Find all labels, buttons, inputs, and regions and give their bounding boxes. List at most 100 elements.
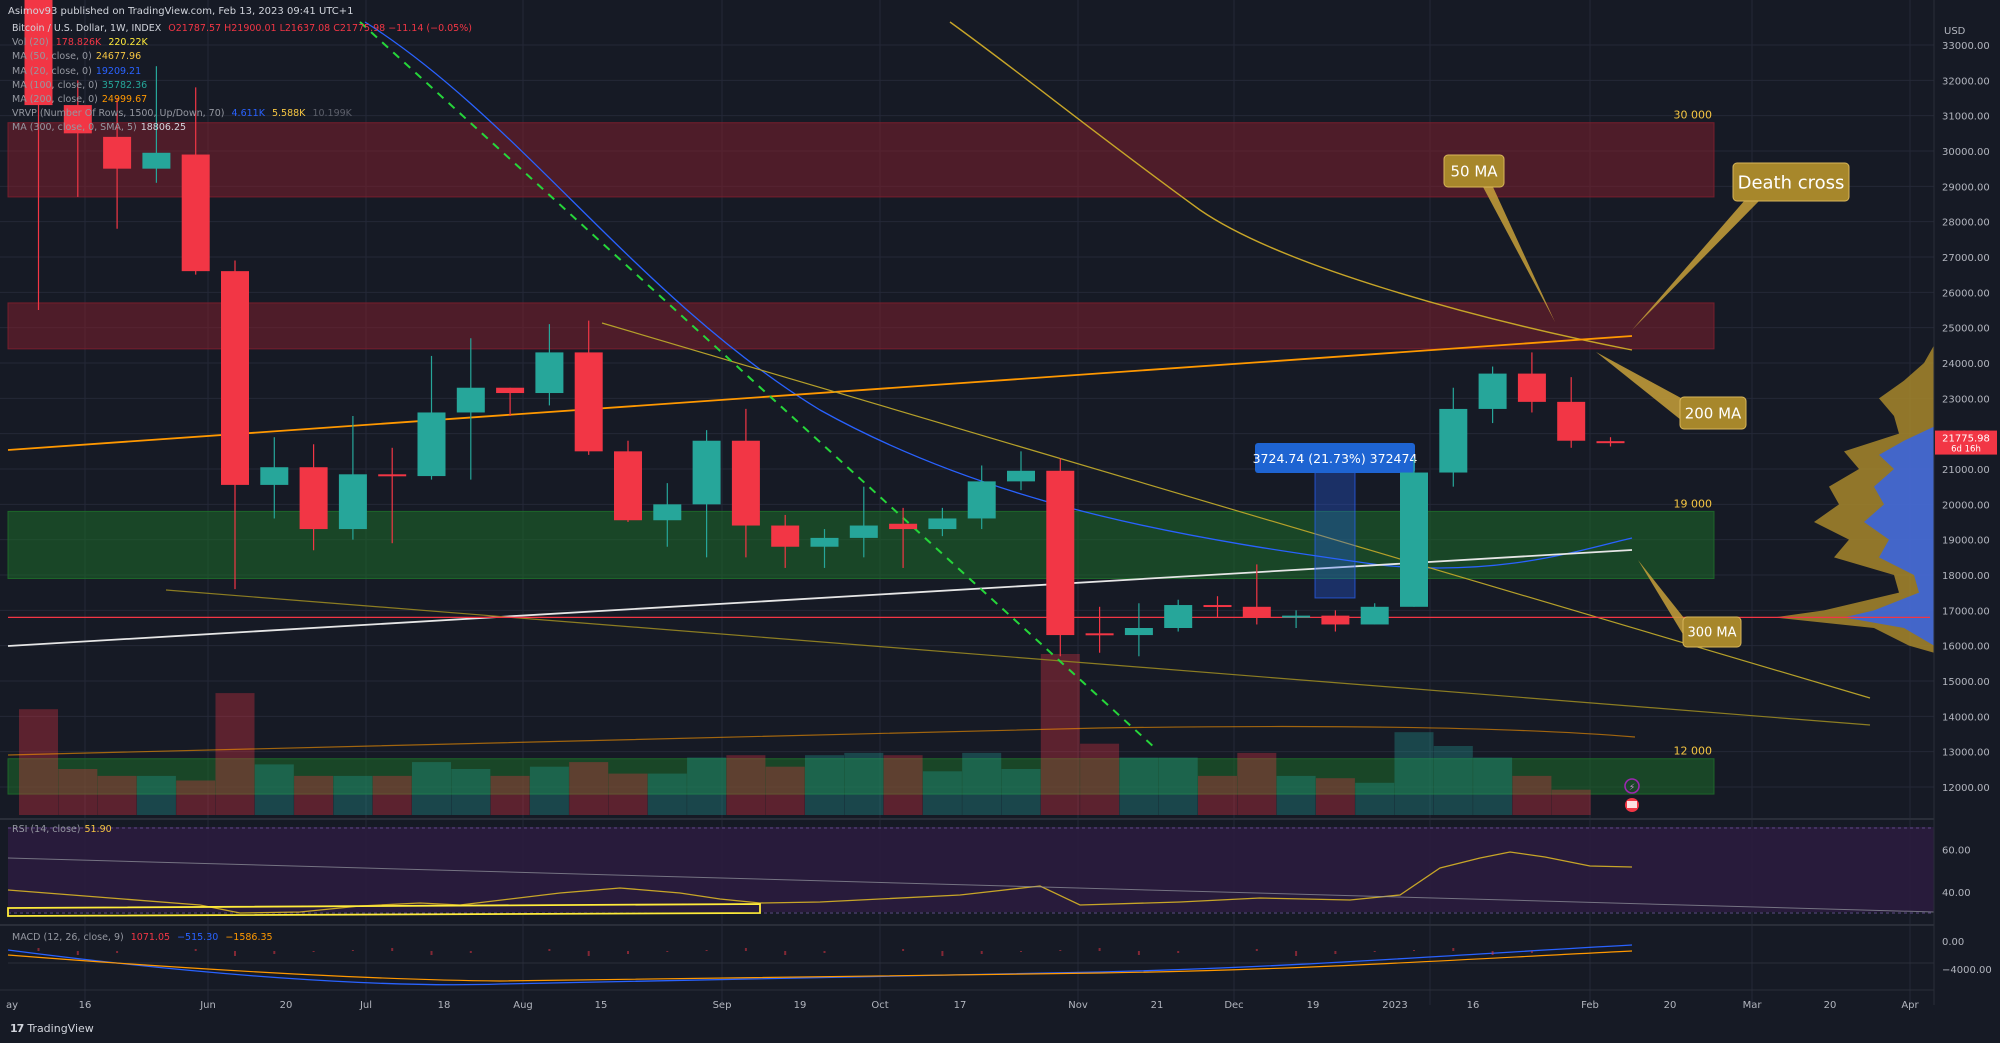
candle-body bbox=[1478, 373, 1507, 409]
flash-icon-glyph: ⚡ bbox=[1629, 783, 1635, 793]
macd-line bbox=[7, 944, 1633, 986]
callout-300ma-box bbox=[1682, 616, 1742, 648]
legend-symbol: Bitcoin / U.S. Dollar, 1W, INDEX O21787.… bbox=[12, 22, 472, 36]
candle-body bbox=[731, 440, 760, 526]
candle-body bbox=[771, 525, 800, 547]
price-tick-label: 14000.00 bbox=[1942, 712, 1990, 723]
price-tick-label: 17000.00 bbox=[1942, 606, 1990, 617]
legend-ma20: MA (20, close, 0) 19209.21 bbox=[12, 65, 142, 77]
volume-profile-up bbox=[1844, 426, 1934, 646]
volume-bar bbox=[687, 757, 727, 815]
price-tick-label: 16000.00 bbox=[1942, 642, 1990, 653]
price-tick-label: 26000.00 bbox=[1942, 288, 1990, 299]
rsi-band bbox=[8, 827, 1934, 912]
legend-volume: Vol (20) 178.826K 220.22K bbox=[12, 37, 148, 49]
volume-bar bbox=[962, 752, 1002, 815]
candle-body bbox=[63, 105, 92, 134]
volume-bar bbox=[254, 764, 294, 815]
candle-body bbox=[299, 467, 328, 530]
candle-body bbox=[378, 474, 407, 477]
volume-bar bbox=[569, 762, 609, 815]
candle-body bbox=[574, 352, 603, 452]
volume-bar bbox=[608, 773, 648, 815]
callout-death-cross-box bbox=[1732, 162, 1850, 202]
candle-body bbox=[928, 518, 957, 530]
volume-bar bbox=[372, 775, 412, 815]
price-tick-label: 30000.00 bbox=[1942, 147, 1990, 158]
candle-body bbox=[221, 271, 249, 485]
trendline-lower bbox=[165, 589, 1871, 726]
legend: Bitcoin / U.S. Dollar, 1W, INDEX O21787.… bbox=[12, 22, 472, 136]
volume-bar bbox=[1315, 778, 1355, 815]
tradingview-footer[interactable]: 17 TradingView bbox=[10, 1022, 94, 1035]
volume-bar bbox=[1198, 775, 1237, 815]
volume-bar bbox=[97, 775, 137, 815]
volume-bar bbox=[1119, 757, 1159, 815]
last-price-countdown: 6d 16h bbox=[1951, 445, 1981, 455]
flash-icon bbox=[1624, 778, 1640, 794]
time-tick-label: Aug bbox=[513, 1000, 533, 1011]
time-tick-label: 19 bbox=[1307, 1000, 1320, 1011]
volume-bar bbox=[58, 769, 98, 815]
volume-bar bbox=[136, 775, 176, 815]
volume-profile-shape bbox=[1774, 345, 1934, 653]
annotations: 50 MA Death cross 200 MA 300 MA ⚡ bbox=[1443, 154, 1850, 812]
time-tick-label: 19 bbox=[794, 1000, 807, 1011]
candle-body bbox=[338, 474, 367, 530]
volume-bar bbox=[451, 769, 491, 815]
brand-name: TradingView bbox=[27, 1022, 94, 1035]
price-tick-label: 21000.00 bbox=[1942, 465, 1990, 476]
price-tick-label: 24000.00 bbox=[1942, 359, 1990, 370]
measure-tool[interactable]: 3724.74 (21.73%) 372474 bbox=[1253, 443, 1418, 599]
ma200-line bbox=[7, 335, 1633, 451]
indicator-panes bbox=[0, 818, 1935, 986]
volume-bar bbox=[1433, 746, 1473, 815]
zone-rect bbox=[7, 122, 1715, 198]
price-tick-label: 15000.00 bbox=[1942, 677, 1990, 688]
volume-bar bbox=[1355, 782, 1395, 815]
volume-profile bbox=[1774, 345, 1934, 653]
callout-50ma-pointer bbox=[1483, 187, 1555, 322]
price-tick-label: 13000.00 bbox=[1942, 748, 1990, 759]
axes: USD 33000.00 32000.00 31000.00 30000.00 29000… bbox=[0, 0, 1997, 1011]
price-zones: 30 000 19 000 12 000 bbox=[7, 109, 1715, 795]
candle-body bbox=[1439, 408, 1468, 473]
symbol-name[interactable]: Bitcoin / U.S. Dollar, 1W, INDEX bbox=[12, 23, 162, 34]
volume-bar bbox=[922, 771, 962, 815]
price-tick-label: 31000.00 bbox=[1942, 112, 1990, 123]
volume-bar bbox=[883, 755, 923, 815]
legend-ma100: MA (100, close, 0) 35782.36 bbox=[12, 79, 148, 91]
price-tick-label: 28000.00 bbox=[1942, 218, 1990, 229]
last-price-value: 21775.98 bbox=[1942, 434, 1990, 445]
candle-body bbox=[260, 467, 289, 485]
candle-body bbox=[967, 481, 996, 519]
callout-50ma-label: 50 MA bbox=[1450, 162, 1498, 180]
rsi-tick-label: 40.00 bbox=[1942, 888, 1971, 899]
trendline-upper bbox=[601, 322, 1871, 699]
price-tick-label: 18000.00 bbox=[1942, 571, 1990, 582]
time-tick-label: Dec bbox=[1224, 1000, 1243, 1011]
ma300-line bbox=[7, 549, 1633, 647]
volume-bar bbox=[333, 775, 373, 815]
legend-ma50: MA (50, close, 0) 24677.96 bbox=[12, 51, 142, 63]
volume-bar bbox=[176, 780, 216, 815]
ohlc-values: O21787.57 H21900.01 L21637.08 C21775.98 … bbox=[168, 23, 472, 34]
candle-body bbox=[1046, 470, 1075, 636]
time-tick-label: Feb bbox=[1581, 1000, 1599, 1011]
legend-vrvp: VRVP (Number Of Rows, 1500, Up/Down, 70)… bbox=[12, 108, 352, 120]
time-tick-label: 20 bbox=[1824, 1000, 1837, 1011]
candle-body bbox=[849, 525, 878, 538]
candle-body bbox=[1557, 401, 1586, 441]
price-tick-label: 25000.00 bbox=[1942, 324, 1990, 335]
currency-label: USD bbox=[1944, 26, 1966, 37]
time-tick-label: 2023 bbox=[1382, 1000, 1407, 1011]
candle-body bbox=[1242, 606, 1271, 618]
time-tick-label: 17 bbox=[954, 1000, 967, 1011]
zone-label: 30 000 bbox=[1674, 109, 1713, 122]
price-tick-label: 33000.00 bbox=[1942, 41, 1990, 52]
volume-bar bbox=[1394, 732, 1434, 815]
price-tick-label: 20000.00 bbox=[1942, 500, 1990, 511]
candle-body bbox=[810, 537, 839, 547]
time-tick-label: 20 bbox=[1664, 1000, 1677, 1011]
